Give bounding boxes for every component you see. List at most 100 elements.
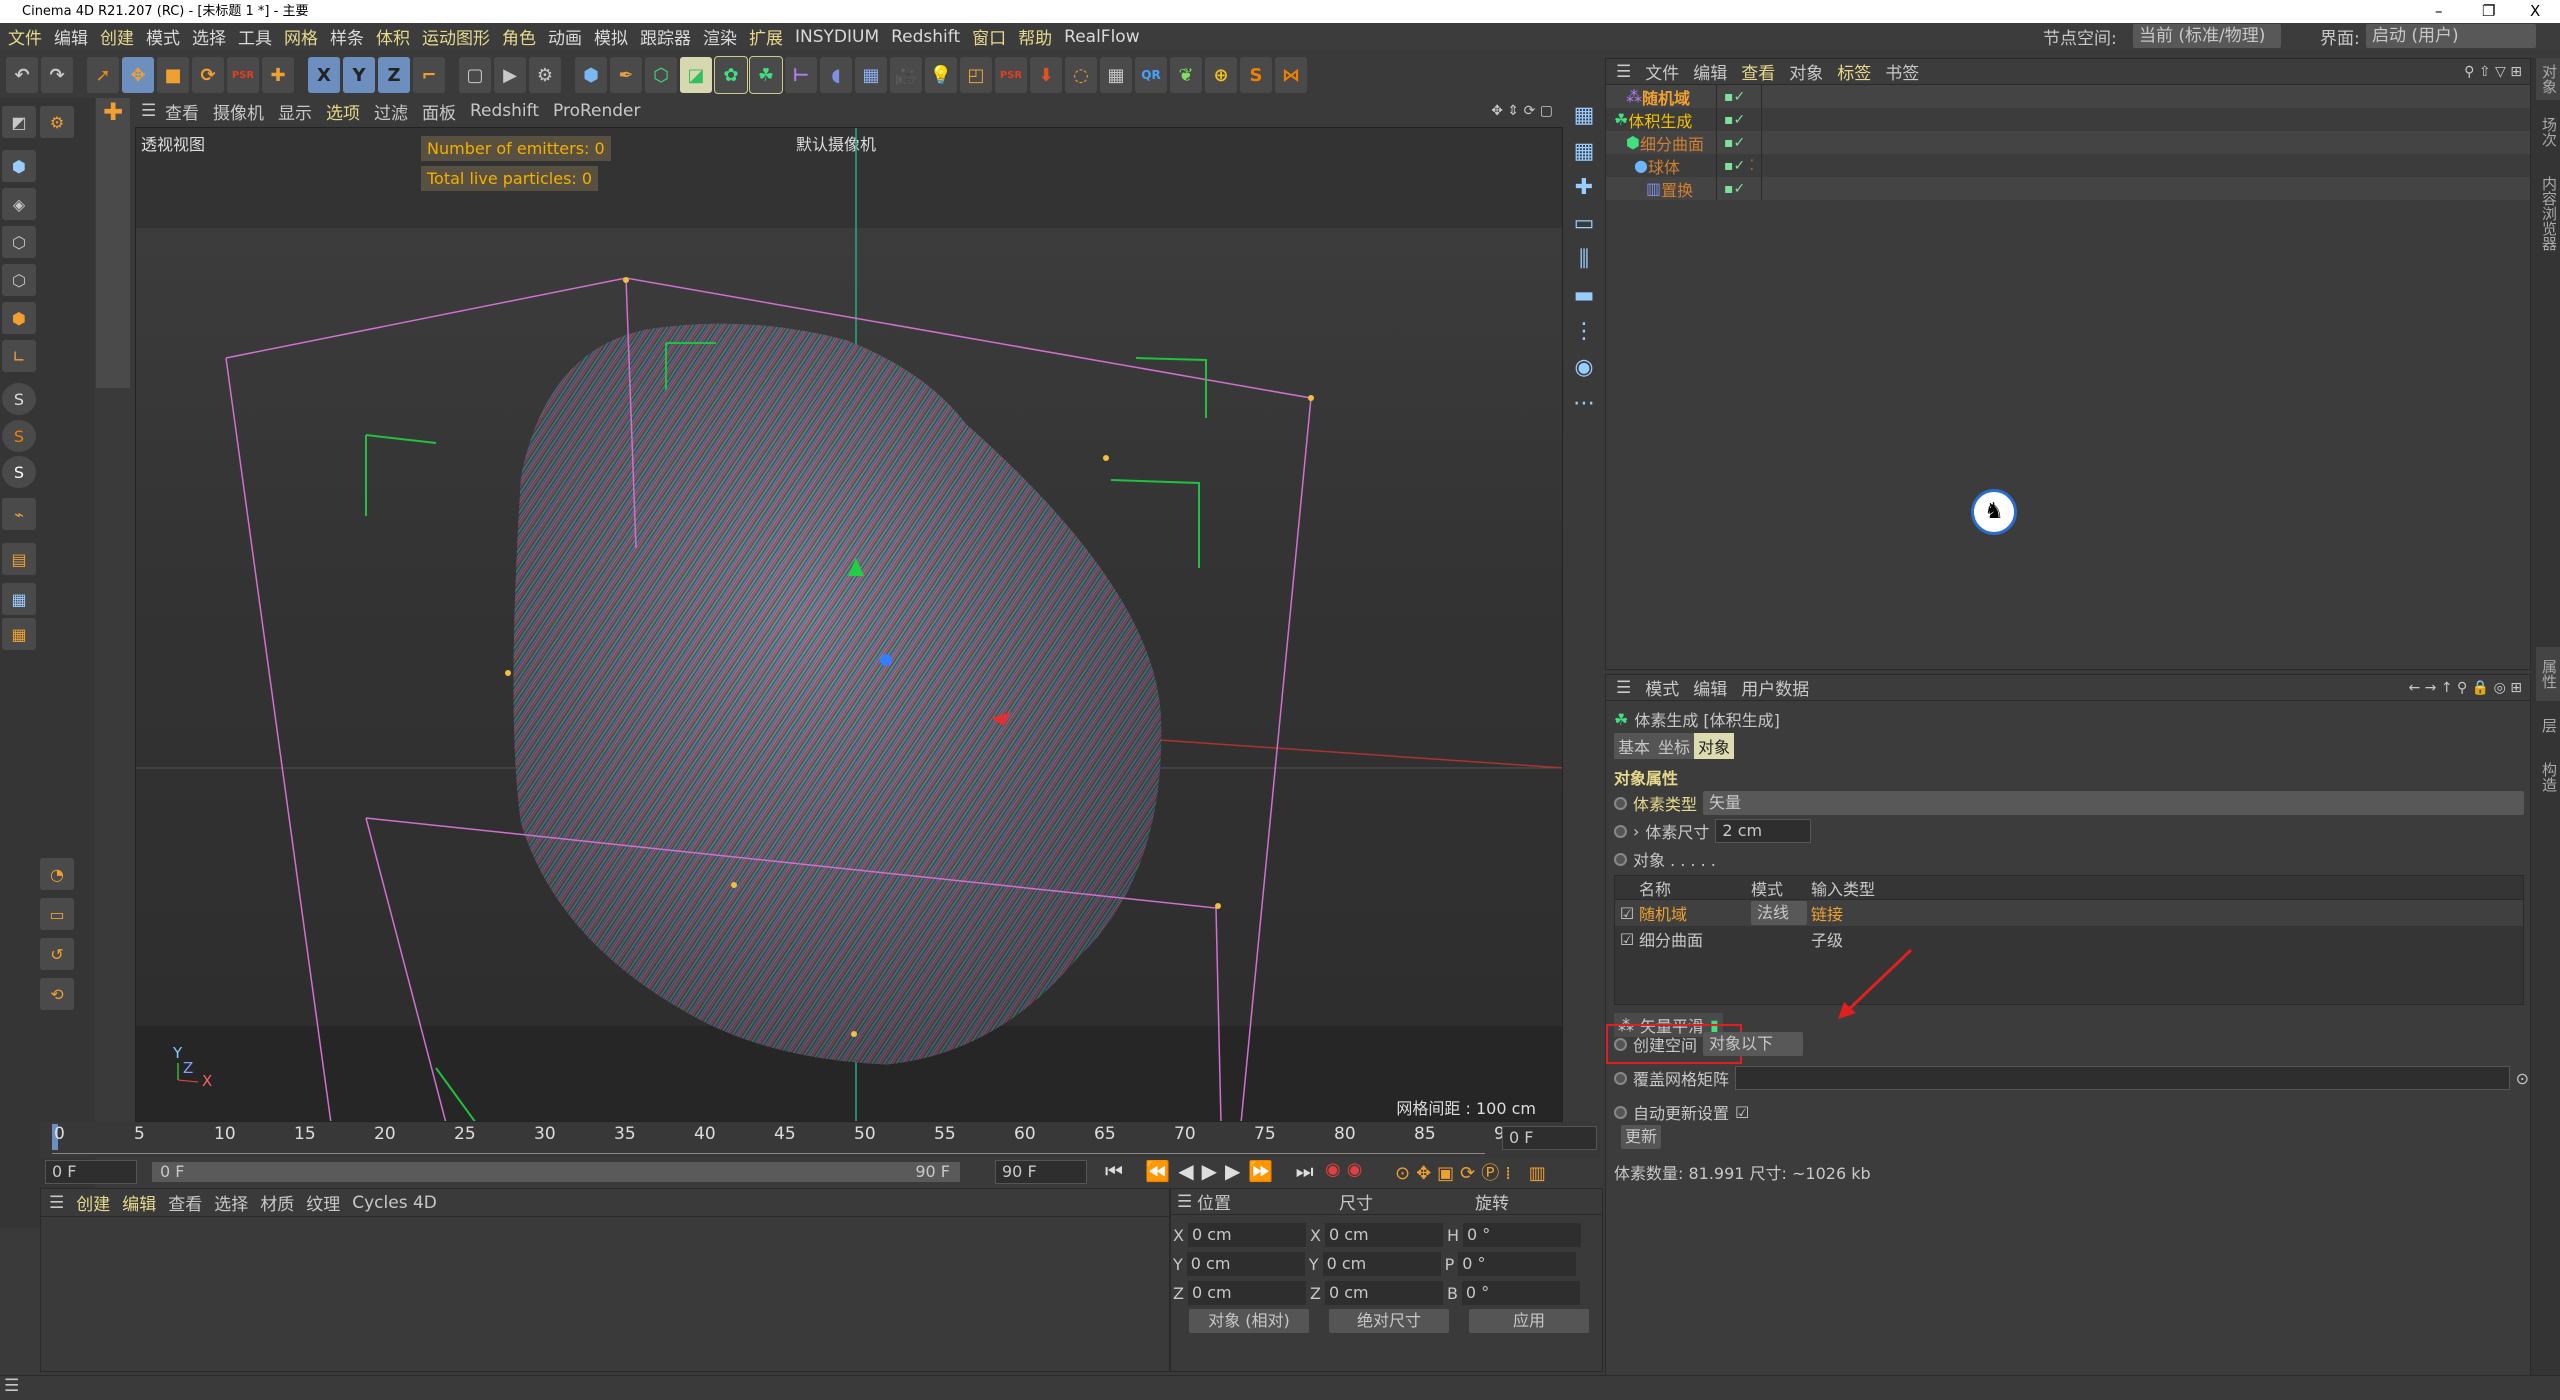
coord-input[interactable]: 0 °	[1458, 1252, 1577, 1276]
vp-menu-view[interactable]: 查看	[165, 103, 199, 124]
om-tool-icons[interactable]: ⚲ ⇧ ▽ ⊞	[2464, 63, 2522, 80]
side-tab-structure[interactable]: 构造	[2540, 761, 2558, 792]
menu-spline[interactable]: 样条	[330, 29, 364, 49]
volume-builder-icon[interactable]: ☘	[749, 56, 783, 94]
lasso-icon[interactable]: ⟲	[40, 978, 74, 1010]
am-menu-mode[interactable]: 模式	[1645, 680, 1680, 700]
model-mode-icon[interactable]: ⬢	[2, 150, 36, 182]
coord-input[interactable]: 0 cm	[1322, 1252, 1441, 1276]
scale-icon[interactable]: ■	[157, 57, 189, 93]
select-icon[interactable]: ➚	[87, 57, 119, 93]
brush-icon[interactable]: ▭	[40, 898, 74, 930]
am-menu-userdata[interactable]: 用户数据	[1741, 680, 1810, 700]
target-icon[interactable]: ⊕	[1205, 57, 1237, 93]
pick-icon[interactable]: ⊙	[2515, 1068, 2529, 1088]
menu-icon[interactable]: ☰	[1616, 61, 1632, 82]
timeline-ruler[interactable]: 051015202530354045505560657075808590 0 F	[40, 1122, 1600, 1158]
node-space-dropdown[interactable]: 当前 (标准/物理)	[2133, 24, 2281, 48]
om-menu-object[interactable]: 对象	[1789, 64, 1824, 84]
object-row-random-field[interactable]: ⁂ 随机域 ▪✓	[1606, 85, 2530, 108]
menu-mograph[interactable]: 运动图形	[422, 29, 490, 49]
coordinate-system-icon[interactable]: ⌐	[413, 57, 445, 93]
menu-window[interactable]: 窗口	[972, 29, 1007, 49]
start-frame-field[interactable]: 0 F	[45, 1160, 137, 1184]
mat-menu-create[interactable]: 创建	[76, 1195, 111, 1215]
menu-help[interactable]: 帮助	[1018, 29, 1053, 49]
x-axis-icon[interactable]: X	[308, 57, 340, 93]
key-mode-buttons[interactable]: ⊙✥▣⟳Ⓟ⁞ ▥	[1395, 1163, 1552, 1184]
playback-controls[interactable]: ⏮ ⏪◀▶▶⏩ ⏭	[1105, 1159, 1322, 1183]
om-menu-view[interactable]: 查看	[1741, 64, 1776, 84]
playhead[interactable]	[52, 1124, 58, 1150]
deformer-icon[interactable]: ⊢	[785, 57, 817, 93]
edges-mode-icon[interactable]: ⬡	[2, 264, 36, 296]
override-matrix-field[interactable]	[1735, 1066, 2510, 1090]
bow-icon[interactable]: ⋈	[1275, 57, 1307, 93]
visibility-check[interactable]: ▪✓	[1724, 134, 1746, 151]
coord-input[interactable]: 0 cm	[1324, 1223, 1443, 1247]
floor-icon[interactable]: ▦	[855, 57, 887, 93]
viewport-nav-icons[interactable]: ✥ ⇕ ⟳ ▢	[1491, 103, 1553, 119]
om-menu-edit[interactable]: 编辑	[1693, 64, 1728, 84]
menu-icon[interactable]: ☰	[1616, 677, 1632, 698]
snap-orange-icon[interactable]: S	[2, 420, 36, 452]
minimize-button[interactable]: –	[2435, 2, 2443, 20]
create-space-dropdown[interactable]: 对象以下	[1703, 1032, 1804, 1056]
pen-icon[interactable]: ✒	[610, 57, 642, 93]
om-menu-tags[interactable]: 标签	[1837, 64, 1872, 84]
keyframe-radio[interactable]	[1614, 796, 1627, 810]
redo-icon[interactable]: ↷	[41, 57, 73, 93]
z-axis-icon[interactable]: Z	[378, 57, 410, 93]
menu-tools[interactable]: 工具	[238, 29, 272, 49]
menu-realflow[interactable]: RealFlow	[1064, 26, 1140, 47]
vp-menu-prorender[interactable]: ProRender	[553, 101, 641, 121]
make-editable-icon[interactable]: ◩	[2, 106, 36, 138]
menu-icon[interactable]: ☰	[1177, 1191, 1193, 1212]
menu-file[interactable]: 文件	[8, 29, 42, 49]
generator-icon[interactable]: ◪	[680, 57, 712, 93]
workplane-icon[interactable]: ▤	[2, 543, 36, 575]
close-button[interactable]: X	[2530, 2, 2541, 20]
list-item[interactable]: ☑ 随机域 法线 链接	[1615, 900, 2523, 926]
om-menu-file[interactable]: 文件	[1645, 64, 1680, 84]
menu-animate[interactable]: 动画	[548, 29, 582, 49]
tag-icon[interactable]: ◰	[960, 57, 992, 93]
menu-select[interactable]: 选择	[192, 29, 226, 49]
menu-icon[interactable]: ☰	[49, 1192, 65, 1213]
move-tool-strip[interactable]: ✚	[96, 98, 130, 388]
enable-checkbox[interactable]: ☑	[1619, 903, 1635, 923]
object-row-subdivision[interactable]: ⬢ 细分曲面 ▪✓	[1606, 131, 2530, 154]
current-frame-field[interactable]: 0 F	[1502, 1126, 1597, 1150]
menu-create[interactable]: 创建	[100, 29, 134, 49]
mat-menu-texture[interactable]: 纹理	[306, 1195, 341, 1215]
visibility-check[interactable]: ▪✓	[1724, 88, 1746, 105]
end-frame-field[interactable]: 90 F	[995, 1160, 1087, 1184]
menu-simulate[interactable]: 模拟	[594, 29, 628, 49]
side-tab-layers[interactable]: 层	[2540, 718, 2558, 734]
side-tab-content-browser[interactable]: 内容浏览器	[2540, 175, 2558, 251]
voxel-size-input[interactable]: 2 cm	[1715, 819, 1812, 843]
update-button[interactable]: 更新	[1621, 1125, 1661, 1149]
restore-button[interactable]: ❐	[2482, 2, 2496, 20]
object-row-sphere[interactable]: ● 球体 ▪✓ ⁚	[1634, 156, 1755, 177]
range-slider[interactable]: 0 F 90 F	[152, 1162, 960, 1182]
visibility-check[interactable]: ▪✓ ⁚	[1724, 157, 1755, 174]
axis-mode-icon[interactable]: ∟	[2, 340, 36, 372]
psr-icon-2[interactable]: PSR	[995, 57, 1027, 93]
qr-icon[interactable]: QR	[1135, 57, 1167, 93]
keyframe-radio[interactable]	[1614, 1071, 1627, 1085]
record-buttons[interactable]: ◉◉	[1325, 1159, 1369, 1180]
tab-object[interactable]: 对象	[1694, 733, 1735, 759]
cube-icon[interactable]: ⬢	[575, 57, 607, 93]
move-icon[interactable]: ✥	[122, 57, 154, 93]
light-icon[interactable]: 💡	[925, 57, 957, 93]
tab-basic[interactable]: 基本	[1614, 733, 1655, 759]
menu-redshift[interactable]: Redshift	[891, 26, 961, 47]
size-mode-dropdown[interactable]: 绝对尺寸	[1329, 1309, 1449, 1333]
menu-mode[interactable]: 模式	[146, 29, 180, 49]
vector-smooth-label[interactable]: 矢量平滑	[1640, 1017, 1705, 1036]
apply-button[interactable]: 应用	[1469, 1309, 1589, 1333]
points-mode-icon[interactable]: ⬡	[2, 226, 36, 258]
tab-coord[interactable]: 坐标	[1654, 733, 1695, 759]
vp-menu-camera[interactable]: 摄像机	[213, 103, 264, 124]
